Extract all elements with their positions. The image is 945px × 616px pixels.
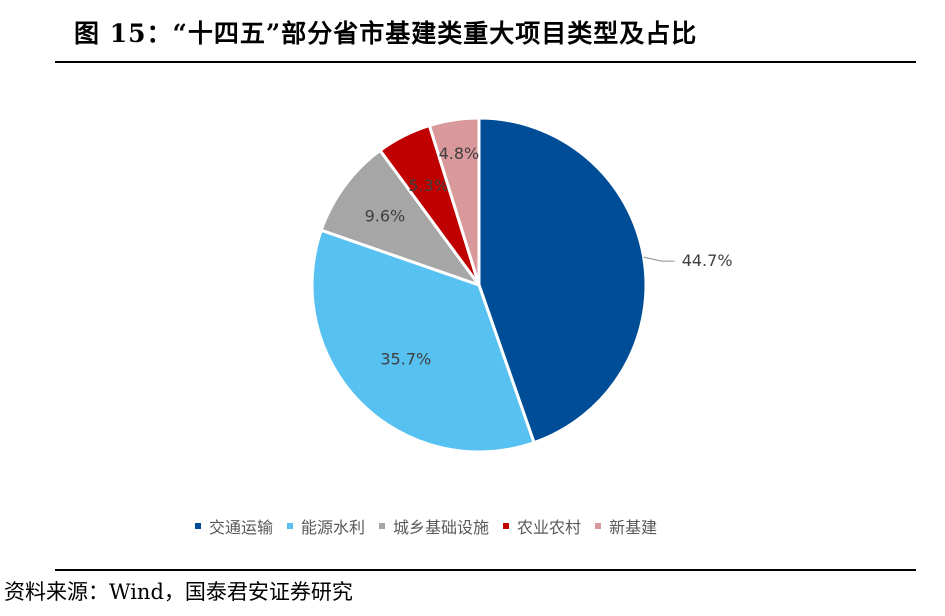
legend-item-energy-water: 能源水利 (287, 514, 365, 538)
legend-item-transport: 交通运输 (195, 514, 273, 538)
legend-swatch-agriculture (503, 523, 510, 529)
data-label-transport: 44.7% (682, 251, 733, 270)
legend-swatch-new-infra (595, 523, 602, 529)
legend-swatch-energy-water (287, 523, 294, 529)
bottom-rule (55, 569, 916, 571)
leader-line-transport (643, 256, 675, 262)
legend-item-new-infra: 新基建 (595, 514, 657, 538)
data-label-urban-rural: 9.6% (365, 207, 406, 226)
pie-slice-transport (477, 116, 648, 445)
legend-label-urban-rural: 城乡基础设施 (393, 518, 490, 537)
legend-label-new-infra: 新基建 (609, 518, 658, 537)
pie-slice-urban-rural (319, 148, 481, 287)
legend-item-urban-rural: 城乡基础设施 (379, 514, 489, 538)
pie-slice-new-infra (427, 116, 481, 287)
chart-legend: 交通运输 能源水利 城乡基础设施 农业农村 新基建 (195, 514, 671, 538)
legend-label-transport: 交通运输 (209, 518, 274, 537)
source-note: 资料来源：Wind，国泰君安证券研究 (4, 580, 353, 604)
legend-item-agriculture: 农业农村 (503, 514, 581, 538)
legend-label-energy-water: 能源水利 (301, 518, 366, 537)
figure-title: 图 15：“十四五”部分省市基建类重大项目类型及占比 (74, 19, 698, 48)
top-rule (55, 61, 916, 63)
data-label-agriculture: 5.3% (408, 176, 449, 195)
legend-label-agriculture: 农业农村 (517, 518, 582, 537)
legend-swatch-transport (195, 523, 201, 529)
data-label-energy-water: 35.7% (380, 349, 431, 368)
legend-swatch-urban-rural (379, 523, 386, 529)
data-label-new-infra: 4.8% (439, 144, 480, 163)
